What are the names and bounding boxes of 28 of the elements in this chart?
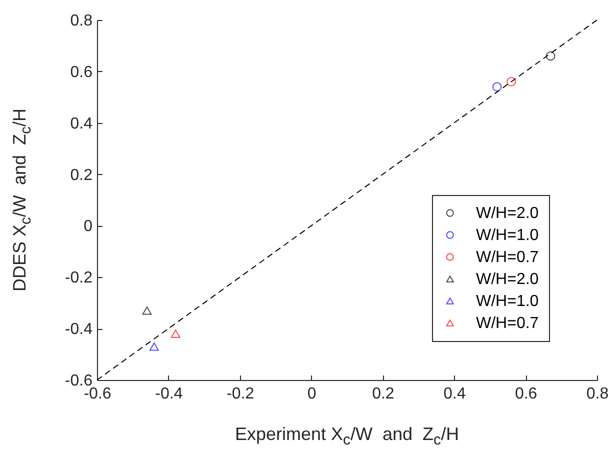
y-tick-label: -0.4 xyxy=(64,321,93,338)
legend-label: W/H=2.0 xyxy=(476,271,539,288)
x-tick-label: -0.4 xyxy=(155,386,183,402)
x-tick-label: 0.6 xyxy=(514,386,538,402)
x-tick-label: 0.8 xyxy=(586,386,609,402)
point xyxy=(170,330,180,338)
legend-label: W/H=0.7 xyxy=(476,315,539,332)
point xyxy=(492,82,502,92)
point xyxy=(546,51,556,61)
point xyxy=(506,77,516,86)
legend-label: W/H=1.0 xyxy=(476,227,539,244)
y-tick-label: 0.6 xyxy=(70,64,93,81)
point xyxy=(149,342,159,351)
x-tick-label: 0 xyxy=(307,386,316,402)
y-tick-label: 0 xyxy=(84,218,93,236)
legend-label: W/H=2.0 xyxy=(476,205,539,222)
y-tick-label: 0.8 xyxy=(70,12,93,30)
legend-label: W/H=1.0 xyxy=(476,293,539,310)
x-tick-label: 0.4 xyxy=(444,386,466,402)
y-tick-label: -0.2 xyxy=(64,270,93,287)
point xyxy=(142,306,152,315)
x-axis-title: Experiment X$_{c}$/W and Z$_{c}$/H xyxy=(234,424,460,449)
x-tick-label: -0.2 xyxy=(226,386,254,402)
y-tick-label: 0.2 xyxy=(70,166,93,184)
legend-label: W/H=0.7 xyxy=(476,249,539,266)
y-tick-label: 0.4 xyxy=(70,115,93,132)
x-tick-label: -0.6 xyxy=(84,386,112,402)
x-tick-label: 0.2 xyxy=(372,386,394,402)
